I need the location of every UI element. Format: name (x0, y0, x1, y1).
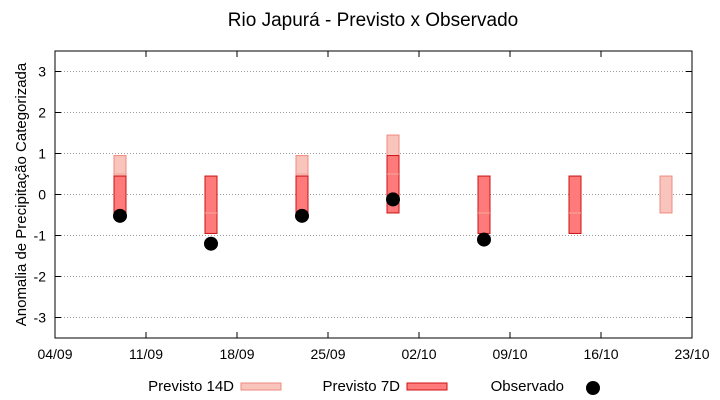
x-tick-label: 16/10 (583, 346, 618, 362)
bar-previsto-7d (568, 175, 582, 234)
y-tick-label: -1 (34, 228, 47, 244)
legend-label-previsto-7d: Previsto 7D (322, 378, 400, 395)
y-tick-label: 0 (38, 187, 46, 203)
point-observado (477, 232, 491, 247)
y-tick-label: -3 (34, 310, 47, 326)
x-tick-label: 04/09 (37, 346, 72, 362)
x-tick-label: 18/09 (219, 346, 254, 362)
legend-label-previsto-14d: Previsto 14D (148, 378, 234, 395)
y-tick-label: 1 (38, 146, 46, 162)
point-observado (295, 208, 309, 223)
plot-area: 3 2 1 0 -1 -2 -3 04/09 11/09 18/09 25/09 02/10 09/10… (13, 50, 710, 362)
bar-previsto-14d (659, 175, 673, 214)
legend-label-observado: Observado (491, 378, 564, 395)
point-observado (386, 192, 400, 207)
legend-swatch-previsto-7d (406, 382, 448, 391)
bar-previsto-7d (204, 175, 218, 234)
x-tick-label: 11/09 (129, 346, 163, 362)
legend-swatch-previsto-14d (240, 382, 282, 391)
chart-title: Rio Japurá - Previsto x Observado (228, 10, 518, 31)
point-observado (204, 236, 218, 251)
y-tick-label: 3 (38, 64, 46, 80)
x-tick-label: 25/09 (310, 346, 345, 362)
legend-marker-observado (586, 381, 600, 395)
x-tick-label: 23/10 (674, 346, 709, 362)
y-axis-label: Anomalia de Precipitação Categorizada (13, 62, 30, 326)
x-tick-label: 09/10 (492, 346, 527, 362)
x-tick-label: 02/10 (401, 346, 436, 362)
y-tick-label: 2 (38, 105, 46, 121)
point-observado (113, 208, 127, 223)
bar-previsto-7d (477, 175, 491, 234)
legend: Previsto 14D Previsto 7D Observado (148, 378, 600, 395)
y-tick-label: -2 (34, 269, 47, 285)
